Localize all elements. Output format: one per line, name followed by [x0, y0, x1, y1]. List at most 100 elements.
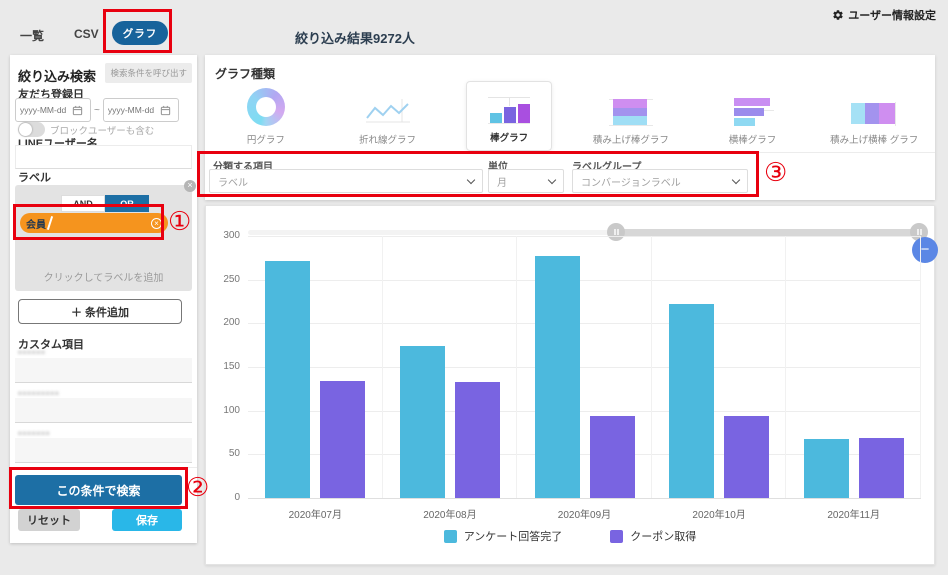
y-axis-tick: 300	[223, 230, 240, 241]
chart-bar	[724, 415, 770, 498]
legend-label: アンケート回答完了	[463, 531, 563, 543]
chart-bar	[803, 438, 849, 498]
y-axis-tick: 100	[223, 404, 240, 416]
date-from-field[interactable]	[15, 98, 91, 122]
graph-type-stacked-bar[interactable]: 積み上げ棒グラフ	[570, 81, 692, 151]
graph-type-section-label: グラフ種類	[215, 67, 276, 81]
custom-field-label-blurred: ●●●●●●●●●	[18, 391, 60, 397]
x-axis-label: 2020年08月	[423, 510, 477, 521]
date-from-input[interactable]	[20, 105, 72, 115]
date-separator: ~	[94, 104, 100, 116]
graph-type-pie[interactable]: 円グラフ	[205, 81, 327, 151]
graph-settings-panel: グラフ種類 円グラフ 折れ線グラフ	[205, 55, 935, 200]
zoom-out-button[interactable]: −	[912, 237, 938, 263]
and-option[interactable]: AND	[61, 195, 105, 212]
user-settings-link[interactable]: ユーザー情報設定	[832, 7, 936, 23]
date-to-input[interactable]	[107, 105, 160, 115]
custom-field-input-3[interactable]	[15, 438, 192, 463]
tab-graph[interactable]: グラフ	[112, 21, 168, 45]
sidebar-divider	[10, 467, 197, 468]
label-picker-box[interactable]: × AND OR 会員 × クリックしてラベルを追加	[15, 180, 196, 291]
unit-label: 単位	[488, 162, 508, 173]
filter-sidebar: 絞り込み検索 検索条件を呼び出す 友だち登録日 ~ ブロックユーザーも含む LI…	[10, 55, 197, 543]
chart-bar	[320, 380, 366, 498]
tag-divider	[46, 216, 54, 230]
tag-close-icon[interactable]: ×	[151, 217, 162, 229]
graph-type-stacked-horizontal-bar[interactable]: 積み上げ横棒 グラフ	[813, 81, 935, 151]
sidebar-title: 絞り込み検索	[18, 69, 97, 84]
classify-item-select[interactable]: ラベル	[209, 169, 483, 193]
chart-bar	[858, 437, 904, 498]
chart-bar	[669, 304, 715, 498]
search-button[interactable]: この条件で検索	[15, 475, 182, 505]
chevron-down-icon	[547, 175, 557, 184]
y-axis-tick: 0	[234, 492, 240, 503]
gridline-horizontal	[248, 279, 921, 281]
and-or-toggle[interactable]: AND OR	[61, 195, 149, 212]
add-condition-button[interactable]: ＋ 条件追加	[18, 299, 182, 324]
x-axis-label: 2020年10月	[692, 510, 746, 521]
chart-plot	[248, 236, 921, 499]
y-axis-tick: 200	[223, 317, 240, 329]
chevron-down-icon	[731, 175, 741, 184]
gridline-vertical	[516, 236, 518, 498]
graph-type-line[interactable]: 折れ線グラフ	[327, 81, 449, 151]
chart-yticks: 0 50 100 150 200 250 300	[206, 230, 242, 503]
save-button[interactable]: 保存	[112, 509, 182, 531]
unit-select[interactable]: 月	[488, 169, 564, 193]
chart-bar	[265, 261, 311, 498]
x-axis-label: 2020年11月	[827, 510, 880, 521]
classify-item-label: 分類する項目	[213, 162, 273, 173]
gridline-vertical	[920, 236, 921, 498]
close-icon[interactable]: ×	[184, 180, 196, 192]
chart-bar	[589, 415, 635, 498]
gridline-horizontal	[248, 498, 921, 499]
horizontal-bar-chart-icon	[732, 96, 774, 126]
reset-button[interactable]: リセット	[18, 509, 80, 531]
chart-bar	[454, 381, 500, 498]
legend-swatch	[443, 529, 457, 543]
chart-bar	[534, 256, 580, 498]
recall-conditions-button[interactable]: 検索条件を呼び出す	[105, 63, 192, 83]
legend-item[interactable]: クーポン取得	[610, 528, 696, 544]
custom-field-input-1[interactable]	[15, 358, 192, 383]
bar-chart-icon	[486, 90, 532, 124]
label-tag-member[interactable]: 会員 ×	[20, 213, 168, 233]
tab-list[interactable]: 一覧	[20, 29, 45, 43]
graph-type-bar-selected[interactable]: 棒グラフ	[448, 81, 570, 151]
line-username-input[interactable]	[15, 145, 192, 169]
chart-legend: アンケート回答完了 クーポン取得	[206, 528, 934, 544]
gridline-horizontal	[248, 410, 921, 412]
panel-divider	[205, 152, 935, 153]
or-option[interactable]: OR	[105, 195, 149, 212]
calendar-icon[interactable]	[72, 105, 83, 116]
chart-bar	[399, 346, 445, 498]
calendar-icon[interactable]	[160, 105, 171, 116]
custom-section-label: カスタム項目	[18, 339, 84, 351]
add-label-hint[interactable]: クリックしてラベルを追加	[43, 273, 164, 284]
chart-xlabels: 2020年07月 2020年08月 2020年09月 2020年10月 2020年11月	[248, 506, 921, 521]
zoom-slider-range[interactable]	[616, 229, 919, 236]
gridline-horizontal	[248, 367, 921, 368]
legend-item[interactable]: アンケート回答完了	[443, 528, 563, 544]
block-users-label: ブロックユーザーも含む	[50, 125, 155, 137]
x-axis-label: 2020年09月	[557, 510, 612, 521]
graph-type-horizontal-bar[interactable]: 横棒グラフ	[692, 81, 814, 151]
gridline-vertical	[785, 236, 787, 498]
block-users-row: ブロックユーザーも含む	[18, 122, 154, 137]
legend-label: クーポン取得	[630, 531, 697, 543]
y-axis-tick: 50	[228, 448, 240, 460]
custom-field-input-2[interactable]	[15, 398, 192, 423]
stacked-bar-chart-icon	[608, 94, 653, 126]
chart-panel: − 0 50 100 150 200 250 300 2020年07月 2020年08月 202…	[205, 205, 938, 565]
gear-icon	[833, 10, 843, 20]
date-to-field[interactable]	[102, 98, 179, 122]
custom-field-label-blurred: ●●●●●●	[18, 350, 46, 356]
zoom-slider-track[interactable]	[248, 230, 921, 235]
block-users-toggle[interactable]	[18, 122, 45, 137]
label-group-select[interactable]: コンバージョンラベル	[572, 169, 748, 193]
gridline-horizontal	[248, 236, 921, 237]
tab-csv[interactable]: CSV	[74, 27, 99, 41]
x-axis-label: 2020年07月	[288, 510, 342, 521]
